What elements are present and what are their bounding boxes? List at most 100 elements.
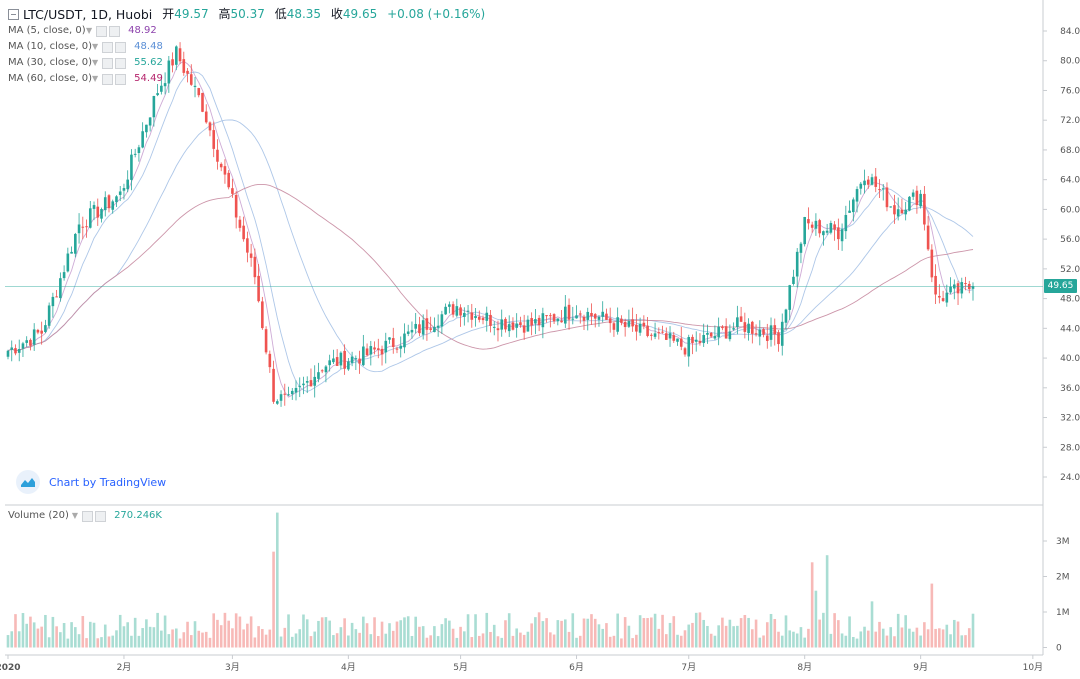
volume-bar (320, 617, 324, 648)
indicator-label: MA (5, close, 0) (8, 25, 86, 36)
candle-body (784, 309, 788, 323)
volume-bar (414, 616, 417, 648)
candle-body (384, 340, 388, 353)
candle-body (178, 48, 182, 62)
candle-body (661, 331, 664, 333)
collapse-legend-icon[interactable] (8, 9, 19, 20)
candle-body (687, 336, 691, 357)
chevron-down-icon[interactable]: ▼ (92, 42, 99, 51)
indicator-ma30[interactable]: MA (30, close, 0) ▼ 55.62 (8, 55, 491, 70)
volume-bar (141, 628, 144, 648)
candle-body (448, 304, 451, 307)
settings-icon[interactable] (102, 58, 114, 69)
settings-icon[interactable] (96, 26, 108, 37)
settings-icon[interactable] (82, 511, 94, 522)
volume-bar (960, 635, 964, 648)
volume-bar (668, 622, 672, 648)
candle-body (418, 324, 421, 334)
candle-body (279, 394, 283, 401)
volume-bar (575, 637, 578, 648)
volume-bar (21, 613, 25, 648)
candle-body (100, 209, 103, 219)
candle-body (489, 314, 492, 326)
candle-body (59, 278, 62, 299)
candle-body (683, 348, 687, 355)
candle-body (421, 320, 425, 335)
candle-body (219, 163, 223, 168)
candle-body (635, 324, 638, 332)
candle-body (133, 153, 137, 155)
candle-body (717, 326, 720, 338)
candle-body (795, 251, 799, 277)
candle-body (44, 325, 47, 333)
settings-icon[interactable] (102, 42, 114, 53)
candle-body (234, 194, 238, 218)
volume-bar (900, 627, 904, 648)
volume-bar (537, 612, 541, 648)
close-icon[interactable] (95, 511, 107, 522)
candle-body (706, 332, 709, 335)
candle-body (395, 348, 399, 350)
chevron-down-icon[interactable]: ▼ (86, 26, 93, 35)
indicator-ma60[interactable]: MA (60, close, 0) ▼ 54.49 (8, 71, 491, 86)
candle-body (728, 331, 732, 340)
close-icon[interactable] (115, 58, 127, 69)
candle-body (137, 147, 141, 154)
indicator-value: 48.48 (134, 41, 163, 52)
candle-body (283, 393, 287, 395)
volume-bar (287, 614, 290, 648)
volume-bar (477, 635, 481, 648)
volume-bar (272, 551, 275, 648)
candle-body (463, 312, 466, 317)
volume-bar (354, 629, 358, 648)
volume-bar (810, 562, 814, 648)
chevron-down-icon[interactable]: ▼ (92, 58, 99, 67)
indicator-label: MA (10, close, 0) (8, 41, 93, 52)
chevron-down-icon[interactable]: ▼ (92, 74, 99, 83)
volume-bar (855, 638, 859, 648)
candle-body (788, 285, 792, 310)
close-icon[interactable] (109, 26, 121, 37)
volume-legend[interactable]: Volume (20) ▼ 270.246K (8, 510, 162, 522)
low-value: 48.35 (286, 7, 322, 21)
open-label: 开 (162, 7, 175, 21)
volume-bar (691, 622, 694, 648)
tradingview-watermark[interactable]: Chart by TradingView (16, 470, 166, 494)
candle-body (354, 358, 358, 360)
candle-body (47, 305, 51, 326)
volume-bar (597, 624, 601, 648)
volume-bar (40, 626, 43, 648)
candle-body (403, 333, 406, 348)
volume-bar (784, 615, 788, 648)
volume-bar (160, 630, 163, 648)
indicator-ma5[interactable]: MA (5, close, 0) ▼ 48.92 (8, 23, 491, 38)
close-icon[interactable] (115, 74, 127, 85)
candle-body (290, 390, 294, 395)
settings-icon[interactable] (102, 74, 114, 85)
volume-bar (507, 613, 511, 648)
candle-body (702, 335, 705, 344)
volume-label: Volume (20) (8, 510, 69, 521)
candle-body (915, 190, 919, 206)
candle-body (216, 149, 219, 162)
volume-bar (492, 624, 496, 648)
volume-bar (773, 619, 777, 648)
candle-body (623, 321, 627, 328)
volume-bar (253, 637, 257, 648)
volume-bar (780, 635, 784, 648)
price-tick-label: 28.00 (1060, 443, 1080, 453)
chevron-down-icon[interactable]: ▼ (71, 511, 79, 520)
candle-body (863, 180, 866, 186)
volume-bar (758, 637, 762, 648)
volume-bar (126, 622, 129, 648)
close-icon[interactable] (115, 42, 127, 53)
volume-bar (549, 632, 552, 648)
volume-bar (904, 615, 907, 648)
candle-body (751, 321, 754, 334)
indicator-ma10[interactable]: MA (10, close, 0) ▼ 48.48 (8, 39, 491, 54)
volume-bar (163, 615, 167, 648)
candle-body (171, 59, 174, 66)
candle-body (679, 338, 683, 347)
candle-body (500, 319, 504, 330)
